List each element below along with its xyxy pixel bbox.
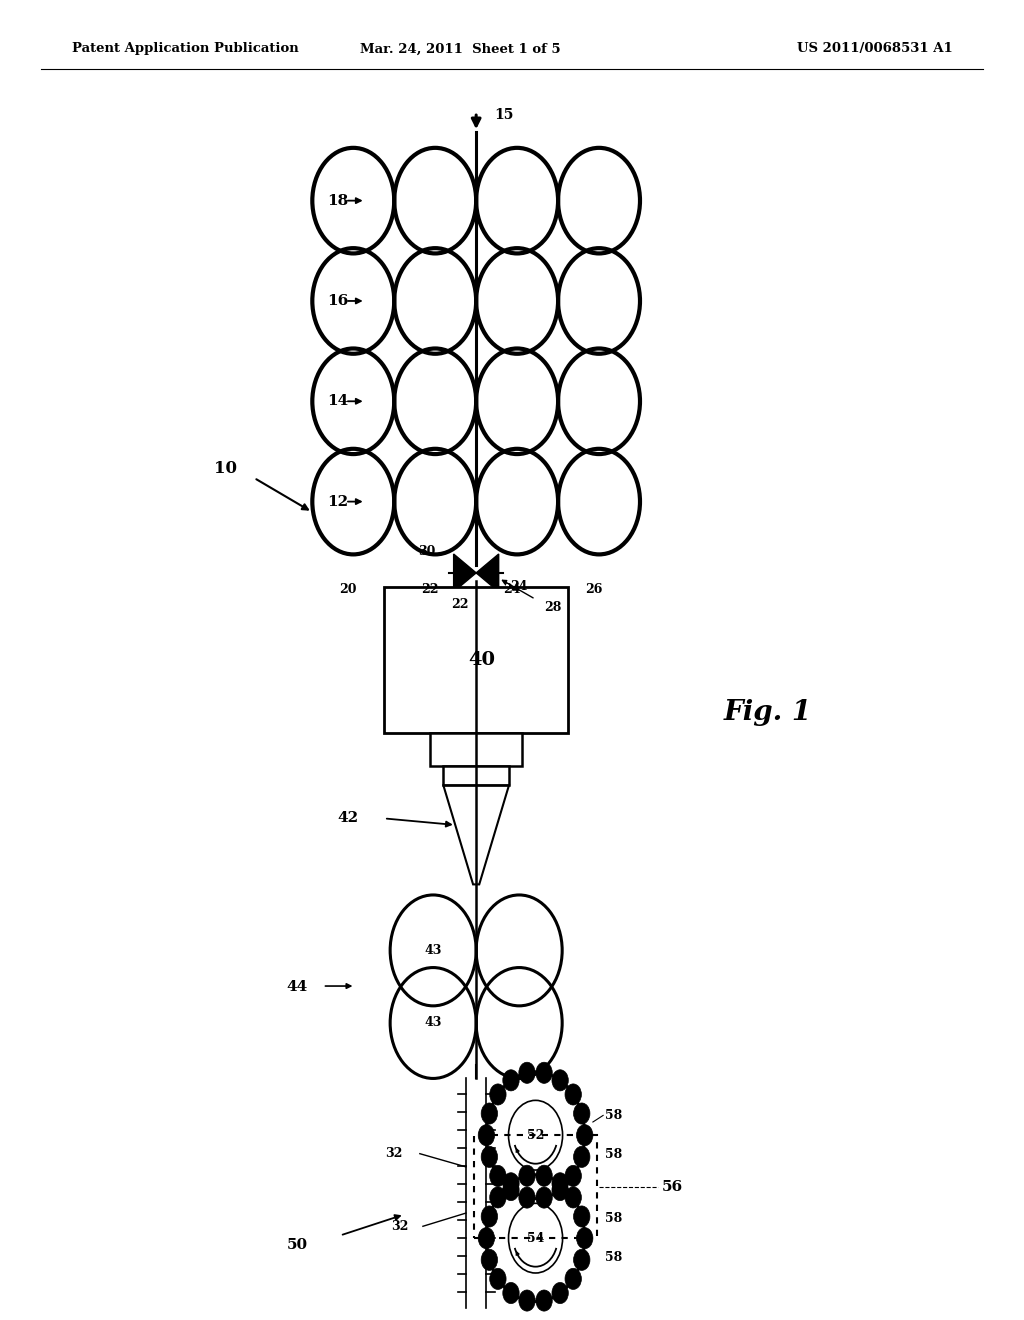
Circle shape — [573, 1249, 590, 1270]
Text: Mar. 24, 2011  Sheet 1 of 5: Mar. 24, 2011 Sheet 1 of 5 — [360, 42, 561, 55]
Circle shape — [552, 1069, 568, 1090]
Circle shape — [503, 1172, 519, 1193]
Circle shape — [573, 1206, 590, 1228]
Circle shape — [481, 1249, 498, 1270]
Circle shape — [552, 1180, 568, 1201]
Bar — [430, 733, 522, 766]
Text: 12: 12 — [328, 495, 348, 508]
Text: Patent Application Publication: Patent Application Publication — [72, 42, 298, 55]
Bar — [474, 1135, 597, 1238]
Polygon shape — [454, 554, 476, 591]
Text: 56: 56 — [662, 1180, 683, 1193]
Circle shape — [503, 1283, 519, 1304]
Circle shape — [536, 1187, 552, 1208]
Text: 32: 32 — [391, 1220, 408, 1233]
Circle shape — [519, 1166, 536, 1187]
Circle shape — [573, 1146, 590, 1167]
Circle shape — [519, 1290, 536, 1311]
Text: 24: 24 — [510, 579, 528, 593]
Circle shape — [478, 1125, 495, 1146]
Text: 24: 24 — [503, 583, 521, 597]
Text: 42: 42 — [338, 812, 358, 825]
Text: 22: 22 — [421, 583, 439, 597]
Text: 22: 22 — [451, 598, 469, 611]
Text: 52: 52 — [527, 1129, 544, 1142]
Bar — [443, 766, 509, 785]
Circle shape — [577, 1228, 593, 1249]
Text: 58: 58 — [605, 1148, 623, 1162]
Bar — [384, 587, 568, 733]
Circle shape — [489, 1187, 506, 1208]
Text: 18: 18 — [328, 194, 348, 207]
Circle shape — [519, 1063, 536, 1084]
Circle shape — [565, 1269, 582, 1290]
Text: 40: 40 — [468, 651, 495, 669]
Text: 28: 28 — [545, 601, 561, 614]
Text: Fig. 1: Fig. 1 — [724, 700, 812, 726]
Circle shape — [481, 1206, 498, 1228]
Circle shape — [503, 1180, 519, 1201]
Text: 43: 43 — [425, 1016, 441, 1030]
Text: 44: 44 — [287, 981, 307, 994]
Circle shape — [536, 1166, 552, 1187]
Circle shape — [481, 1146, 498, 1167]
Text: 58: 58 — [605, 1212, 623, 1225]
Circle shape — [536, 1063, 552, 1084]
Text: 50: 50 — [287, 1238, 307, 1251]
Text: 30: 30 — [419, 545, 435, 558]
Circle shape — [519, 1187, 536, 1208]
Text: 15: 15 — [495, 108, 514, 121]
Circle shape — [536, 1290, 552, 1311]
Circle shape — [565, 1166, 582, 1187]
Text: 20: 20 — [339, 583, 357, 597]
Text: 26: 26 — [586, 583, 602, 597]
Circle shape — [577, 1125, 593, 1146]
Circle shape — [489, 1084, 506, 1105]
Circle shape — [565, 1084, 582, 1105]
Text: 58: 58 — [605, 1109, 623, 1122]
Circle shape — [481, 1104, 498, 1125]
Polygon shape — [476, 554, 499, 591]
Text: 32: 32 — [386, 1147, 402, 1160]
Circle shape — [552, 1172, 568, 1193]
Circle shape — [552, 1283, 568, 1304]
Circle shape — [489, 1166, 506, 1187]
Circle shape — [489, 1269, 506, 1290]
Text: 54: 54 — [527, 1232, 544, 1245]
Text: 43: 43 — [425, 944, 441, 957]
Text: 58: 58 — [605, 1251, 623, 1265]
Text: 14: 14 — [328, 395, 348, 408]
Circle shape — [503, 1069, 519, 1090]
Circle shape — [573, 1104, 590, 1125]
Circle shape — [565, 1187, 582, 1208]
Text: 16: 16 — [328, 294, 348, 308]
Text: 10: 10 — [214, 461, 237, 477]
Text: US 2011/0068531 A1: US 2011/0068531 A1 — [797, 42, 952, 55]
Circle shape — [478, 1228, 495, 1249]
